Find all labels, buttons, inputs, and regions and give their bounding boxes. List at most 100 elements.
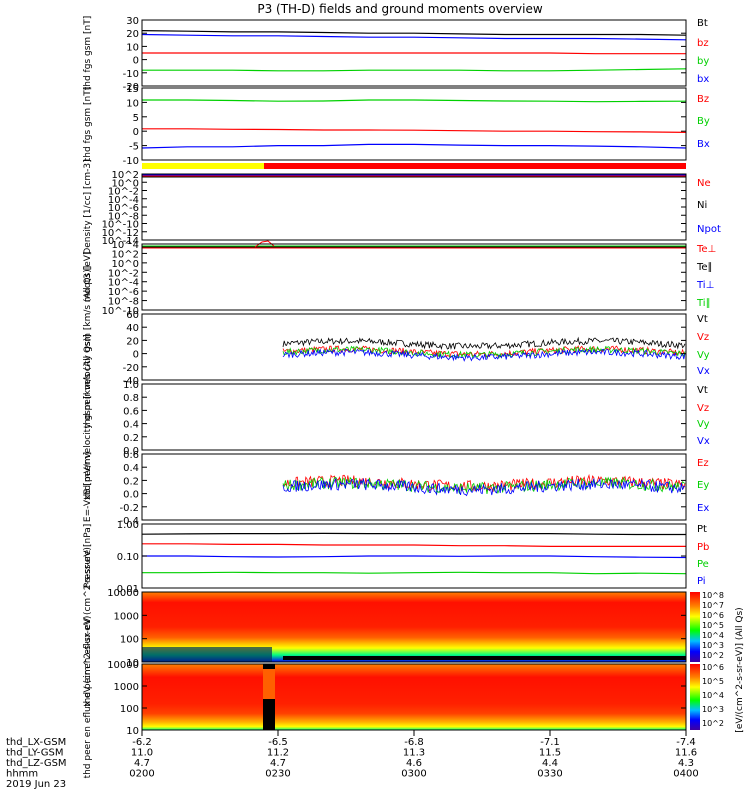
- legend-entry: Vz: [697, 403, 709, 414]
- x-tick-label: -6.5: [268, 737, 288, 748]
- legend-entry: Bt: [697, 18, 708, 29]
- y-tick-label: 10^-4: [108, 278, 139, 289]
- y-tick-label: 10^-4: [108, 195, 139, 206]
- x-tick-label: -7.4: [676, 737, 696, 748]
- legend-entry: Ez: [697, 458, 709, 469]
- y-tick-label: -0.2: [119, 503, 139, 514]
- y-tick-label: -10: [123, 156, 139, 167]
- series-Ex: [282, 477, 686, 497]
- panel-frame: [141, 591, 687, 663]
- x-tick-label: 0300: [401, 769, 426, 780]
- y-tick-label: 30: [126, 16, 139, 27]
- x-row-label: thd_LX-GSM: [6, 737, 66, 748]
- legend-entry: by: [697, 56, 709, 67]
- legend-entry: Vy: [697, 350, 710, 361]
- y-tick-label: 10^2: [112, 249, 139, 260]
- legend-entry: Te∥: [696, 262, 713, 273]
- colorbar-tick: 10^3: [702, 641, 724, 650]
- legend-entry: Ex: [697, 503, 709, 514]
- series-Vt: [282, 336, 686, 350]
- panel-1: thd fgs gsm [nT] 30 20 10 0 -10 -20 Bt bz by bx: [83, 16, 709, 93]
- colorbar-tick: 10^4: [702, 631, 724, 640]
- panel-frame: [141, 313, 687, 381]
- colorbar-tick: 10^6: [702, 611, 724, 620]
- y-tick-label: 1.00: [117, 520, 139, 531]
- x-row-label: thd_LZ-GSM: [6, 758, 67, 769]
- legend-entry: Te⊥: [696, 244, 716, 255]
- panel-3: Density [1/cc] [cm-3] 10^210^010^-210^-41…: [83, 159, 721, 254]
- panel-4: moqt3 [eV]10^410^210^010^-210^-410^-610^…: [83, 240, 716, 317]
- y-axis-label: thd peer velocity gsm [km/s (All Qs)]: [83, 334, 93, 500]
- colorbar-tick: 10^8: [702, 591, 724, 600]
- y-axis-label: E=-VxB [mV/m]: [83, 452, 93, 522]
- legend-entry: bx: [697, 74, 709, 85]
- y-tick-label: 10: [126, 726, 139, 737]
- figure-title: P3 (TH-D) fields and ground moments over…: [257, 2, 542, 16]
- x-tick-label: 4.7: [134, 758, 150, 769]
- y-tick-label: 10^-8: [108, 211, 139, 222]
- legend-entry: By: [697, 116, 710, 127]
- x-tick-label: 0200: [129, 769, 154, 780]
- y-tick-label: 10^-2: [108, 268, 139, 279]
- legend-entry: Pe: [697, 559, 709, 570]
- y-tick-label: 0.4: [123, 420, 139, 431]
- colorbar-tick: 10^5: [702, 677, 724, 686]
- legend-entry: Vt: [697, 385, 708, 396]
- series-Pi: [142, 555, 687, 559]
- x-tick-label: 0330: [537, 769, 562, 780]
- x-tick-label: 0230: [265, 769, 290, 780]
- x-row-label: thd_LY-GSM: [6, 748, 63, 759]
- legend-entry: Vx: [697, 366, 710, 377]
- y-tick-label: 1000: [114, 611, 139, 622]
- panel-frame: [141, 453, 687, 521]
- panel-10: thd peer en eflux eV (cm^2-s-sr-eV) 10000…: [83, 616, 687, 778]
- y-tick-label: 10^-2: [108, 187, 139, 198]
- y-tick-label: 10^-10: [102, 220, 139, 231]
- x-tick-label: 11.5: [539, 748, 561, 759]
- legend-entry: Ti⊥: [696, 280, 714, 291]
- y-tick-label: 10^-14: [102, 236, 139, 247]
- y-tick-label: 0.2: [123, 433, 139, 444]
- legend-entry: Ti∥: [696, 298, 711, 309]
- y-axis-label: thd fgs gsm [nT]: [83, 87, 93, 162]
- y-tick-label: 0.8: [123, 393, 139, 404]
- y-tick-label: 15: [126, 84, 139, 95]
- y-tick-label: 10: [126, 98, 139, 109]
- series-bx: [141, 33, 687, 41]
- y-tick-label: 10^2: [112, 170, 139, 181]
- legend-entry: Vt: [697, 314, 708, 325]
- series-by: [142, 68, 687, 72]
- panel-6: thd peer velocity gsm [km/s (All Qs)] 1.0…: [83, 334, 710, 500]
- legend-entry: Npot: [697, 224, 721, 235]
- panel-frame: [141, 87, 687, 161]
- series-Bt: [141, 30, 687, 36]
- x-tick-label: 4.7: [270, 758, 286, 769]
- y-tick-label: 10^4: [112, 240, 139, 251]
- y-tick-label: -40: [123, 376, 139, 387]
- legend-entry: Vx: [697, 436, 710, 447]
- x-tick-label: 11.2: [267, 748, 289, 759]
- y-tick-label: 10000: [107, 588, 139, 599]
- y-tick-label: 10^-10: [102, 306, 139, 317]
- colorbar-tick: 10^6: [702, 663, 724, 672]
- y-tick-label: 10^-6: [108, 203, 139, 214]
- x-tick-label: 4.6: [406, 758, 422, 769]
- y-tick-label: 100: [120, 635, 139, 646]
- colorbar-bottom: [690, 664, 700, 730]
- panel-frame: [141, 19, 687, 87]
- legend-entry: bz: [697, 38, 709, 49]
- series-Bz: [142, 128, 687, 133]
- y-tick-label: 100: [120, 704, 139, 715]
- mode-bar-red: [264, 163, 686, 169]
- colorbar-tick: 10^7: [702, 601, 724, 610]
- y-tick-label: 40: [126, 323, 139, 334]
- y-axis-label: thd peir en eflux eV (cm^2-s-sr-eV): [83, 547, 93, 707]
- y-tick-label: 5: [133, 113, 139, 124]
- mode-bar-yellow: [142, 163, 264, 169]
- x-tick-label: -7.1: [540, 737, 560, 748]
- y-tick-label: 0: [133, 350, 139, 361]
- legend-entry: Ni: [697, 200, 707, 211]
- colorbar-label: [eV/(cm^2-s-sr-eV)] (All Qs): [735, 607, 745, 732]
- colorbar-tick: 10^2: [702, 719, 724, 728]
